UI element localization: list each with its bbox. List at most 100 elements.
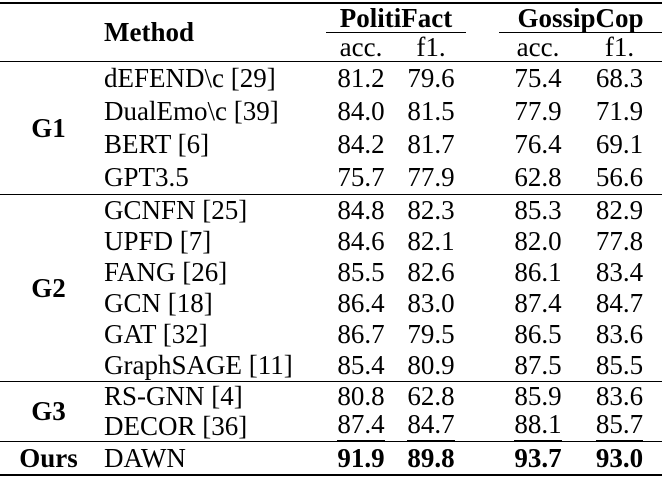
metric-value: 82.0 [514, 226, 562, 256]
metric-value-underlined: 84.7 [396, 411, 466, 442]
spacer-cell [466, 257, 499, 288]
metric-value: 81.5 [407, 96, 455, 126]
method-name: DAWN [104, 442, 186, 473]
table-row: FANG [26] 85.5 82.6 86.1 83.4 [0, 257, 662, 288]
table-row: UPFD [7] 84.6 82.1 82.0 77.8 [0, 226, 662, 257]
metric-value-underlined: 87.4 [326, 411, 396, 442]
metric-value: 79.6 [407, 63, 455, 93]
metric-value: 85.5 [595, 350, 644, 380]
metric-value: 71.9 [595, 96, 644, 126]
column-header-pf-f1: f1. [416, 31, 446, 62]
underlined-value: 88.1 [514, 409, 562, 441]
method-name: GAT [32] [104, 319, 208, 349]
spacer-cell [466, 226, 499, 257]
metric-value: 85.9 [514, 381, 562, 411]
spacer-cell [466, 128, 499, 161]
metric-value: 84.6 [337, 226, 385, 256]
metric-value: 83.6 [595, 381, 644, 411]
spacer-cell [466, 382, 499, 412]
spacer-cell [466, 411, 499, 442]
header-row-datasets: Method PolitiFact GossipCop [0, 3, 662, 45]
metric-value: 75.7 [337, 162, 385, 192]
metric-value: 83.6 [595, 319, 644, 349]
group-label-g1: G1 [31, 112, 66, 143]
table-row: G3 RS-GNN [4] 80.8 62.8 85.9 83.6 [0, 381, 662, 425]
metric-value: 87.5 [514, 350, 562, 380]
metric-value: 81.2 [337, 63, 385, 93]
metric-value-bold: 93.0 [595, 442, 644, 473]
metric-value: 84.2 [337, 129, 385, 159]
metric-value: 87.4 [514, 288, 562, 318]
metric-value: 85.4 [337, 350, 385, 380]
spacer-cell [466, 319, 499, 350]
metric-value-bold: 93.7 [514, 442, 562, 473]
metric-value: 84.0 [337, 96, 385, 126]
method-name: GraphSAGE [11] [104, 350, 293, 380]
metric-value: 80.8 [337, 381, 385, 411]
column-header-method: Method [104, 17, 194, 47]
underlined-value: 85.7 [595, 409, 644, 441]
spacer-column [466, 33, 499, 62]
method-name: FANG [26] [104, 257, 228, 287]
header-row-metrics: acc. f1. acc. f1. [0, 33, 662, 62]
table-row: GCN [18] 86.4 83.0 87.4 84.7 [0, 288, 662, 319]
group-column-header-empty [0, 33, 97, 62]
metric-value: 83.0 [407, 288, 455, 318]
group-column-header-empty [0, 3, 97, 33]
table-row: GPT3.5 75.7 77.9 62.8 56.6 [0, 161, 662, 195]
column-header-politifact: PolitiFact [326, 3, 466, 33]
underlined-value: 87.4 [337, 409, 385, 441]
metric-value: 82.3 [407, 195, 455, 225]
metric-value: 85.5 [337, 257, 385, 287]
group-g2: G2 GCNFN [25] 84.8 82.3 85.3 82.9 UPFD [… [0, 195, 662, 382]
spacer-column [466, 3, 499, 33]
table-row: G1 dEFEND\c [29] 81.2 79.6 75.4 68.3 [0, 62, 662, 141]
group-label-g2: G2 [31, 272, 66, 303]
metric-value: 83.4 [595, 257, 644, 287]
method-name: dEFEND\c [29] [104, 63, 276, 93]
method-name: RS-GNN [4] [104, 381, 243, 411]
column-header-gossipcop: GossipCop [499, 3, 662, 33]
table-row: GAT [32] 86.7 79.5 86.5 83.6 [0, 319, 662, 350]
group-ours: Ours DAWN 91.9 89.8 93.7 93.0 [0, 442, 662, 476]
metric-value: 79.5 [407, 319, 455, 349]
metric-value: 82.9 [595, 195, 644, 225]
spacer-cell [466, 288, 499, 319]
table-row: G2 GCNFN [25] 84.8 82.3 85.3 82.9 [0, 195, 662, 301]
table-row: DualEmo\c [39] 84.0 81.5 77.9 71.9 [0, 95, 662, 128]
method-name: GPT3.5 [104, 162, 189, 192]
metric-value: 77.8 [595, 226, 644, 256]
group-g1: G1 dEFEND\c [29] 81.2 79.6 75.4 68.3 Dua… [0, 62, 662, 195]
metric-value: 82.6 [407, 257, 455, 287]
metric-value: 77.9 [407, 162, 455, 192]
metric-value: 80.9 [407, 350, 455, 380]
metric-value-underlined: 88.1 [499, 411, 577, 442]
metric-value: 84.7 [595, 288, 644, 318]
metric-value: 62.8 [514, 162, 562, 192]
metric-value-underlined: 85.7 [577, 411, 662, 442]
spacer-cell [466, 442, 499, 476]
group-g3: G3 RS-GNN [4] 80.8 62.8 85.9 83.6 DECOR … [0, 382, 662, 442]
metric-value: 86.4 [337, 288, 385, 318]
metric-value: 86.1 [514, 257, 562, 287]
metric-value: 62.8 [407, 381, 455, 411]
metric-value: 75.4 [514, 63, 562, 93]
metric-value: 82.1 [407, 226, 455, 256]
metric-value: 76.4 [514, 129, 562, 159]
method-name: DECOR [36] [104, 410, 248, 441]
table-row: DECOR [36] 87.4 84.7 88.1 85.7 [0, 411, 662, 442]
column-header-gc-acc: acc. [516, 31, 560, 62]
metric-value: 85.3 [514, 195, 562, 225]
method-name: BERT [6] [104, 129, 210, 159]
metric-value: 86.7 [337, 319, 385, 349]
spacer-cell [466, 62, 499, 96]
metric-value: 84.8 [337, 195, 385, 225]
metric-value: 68.3 [595, 63, 644, 93]
metric-value: 77.9 [514, 96, 562, 126]
metric-value: 56.6 [595, 162, 644, 192]
metric-value: 86.5 [514, 319, 562, 349]
spacer-cell [466, 350, 499, 382]
spacer-cell [466, 161, 499, 195]
column-header-pf-acc: acc. [339, 31, 383, 62]
